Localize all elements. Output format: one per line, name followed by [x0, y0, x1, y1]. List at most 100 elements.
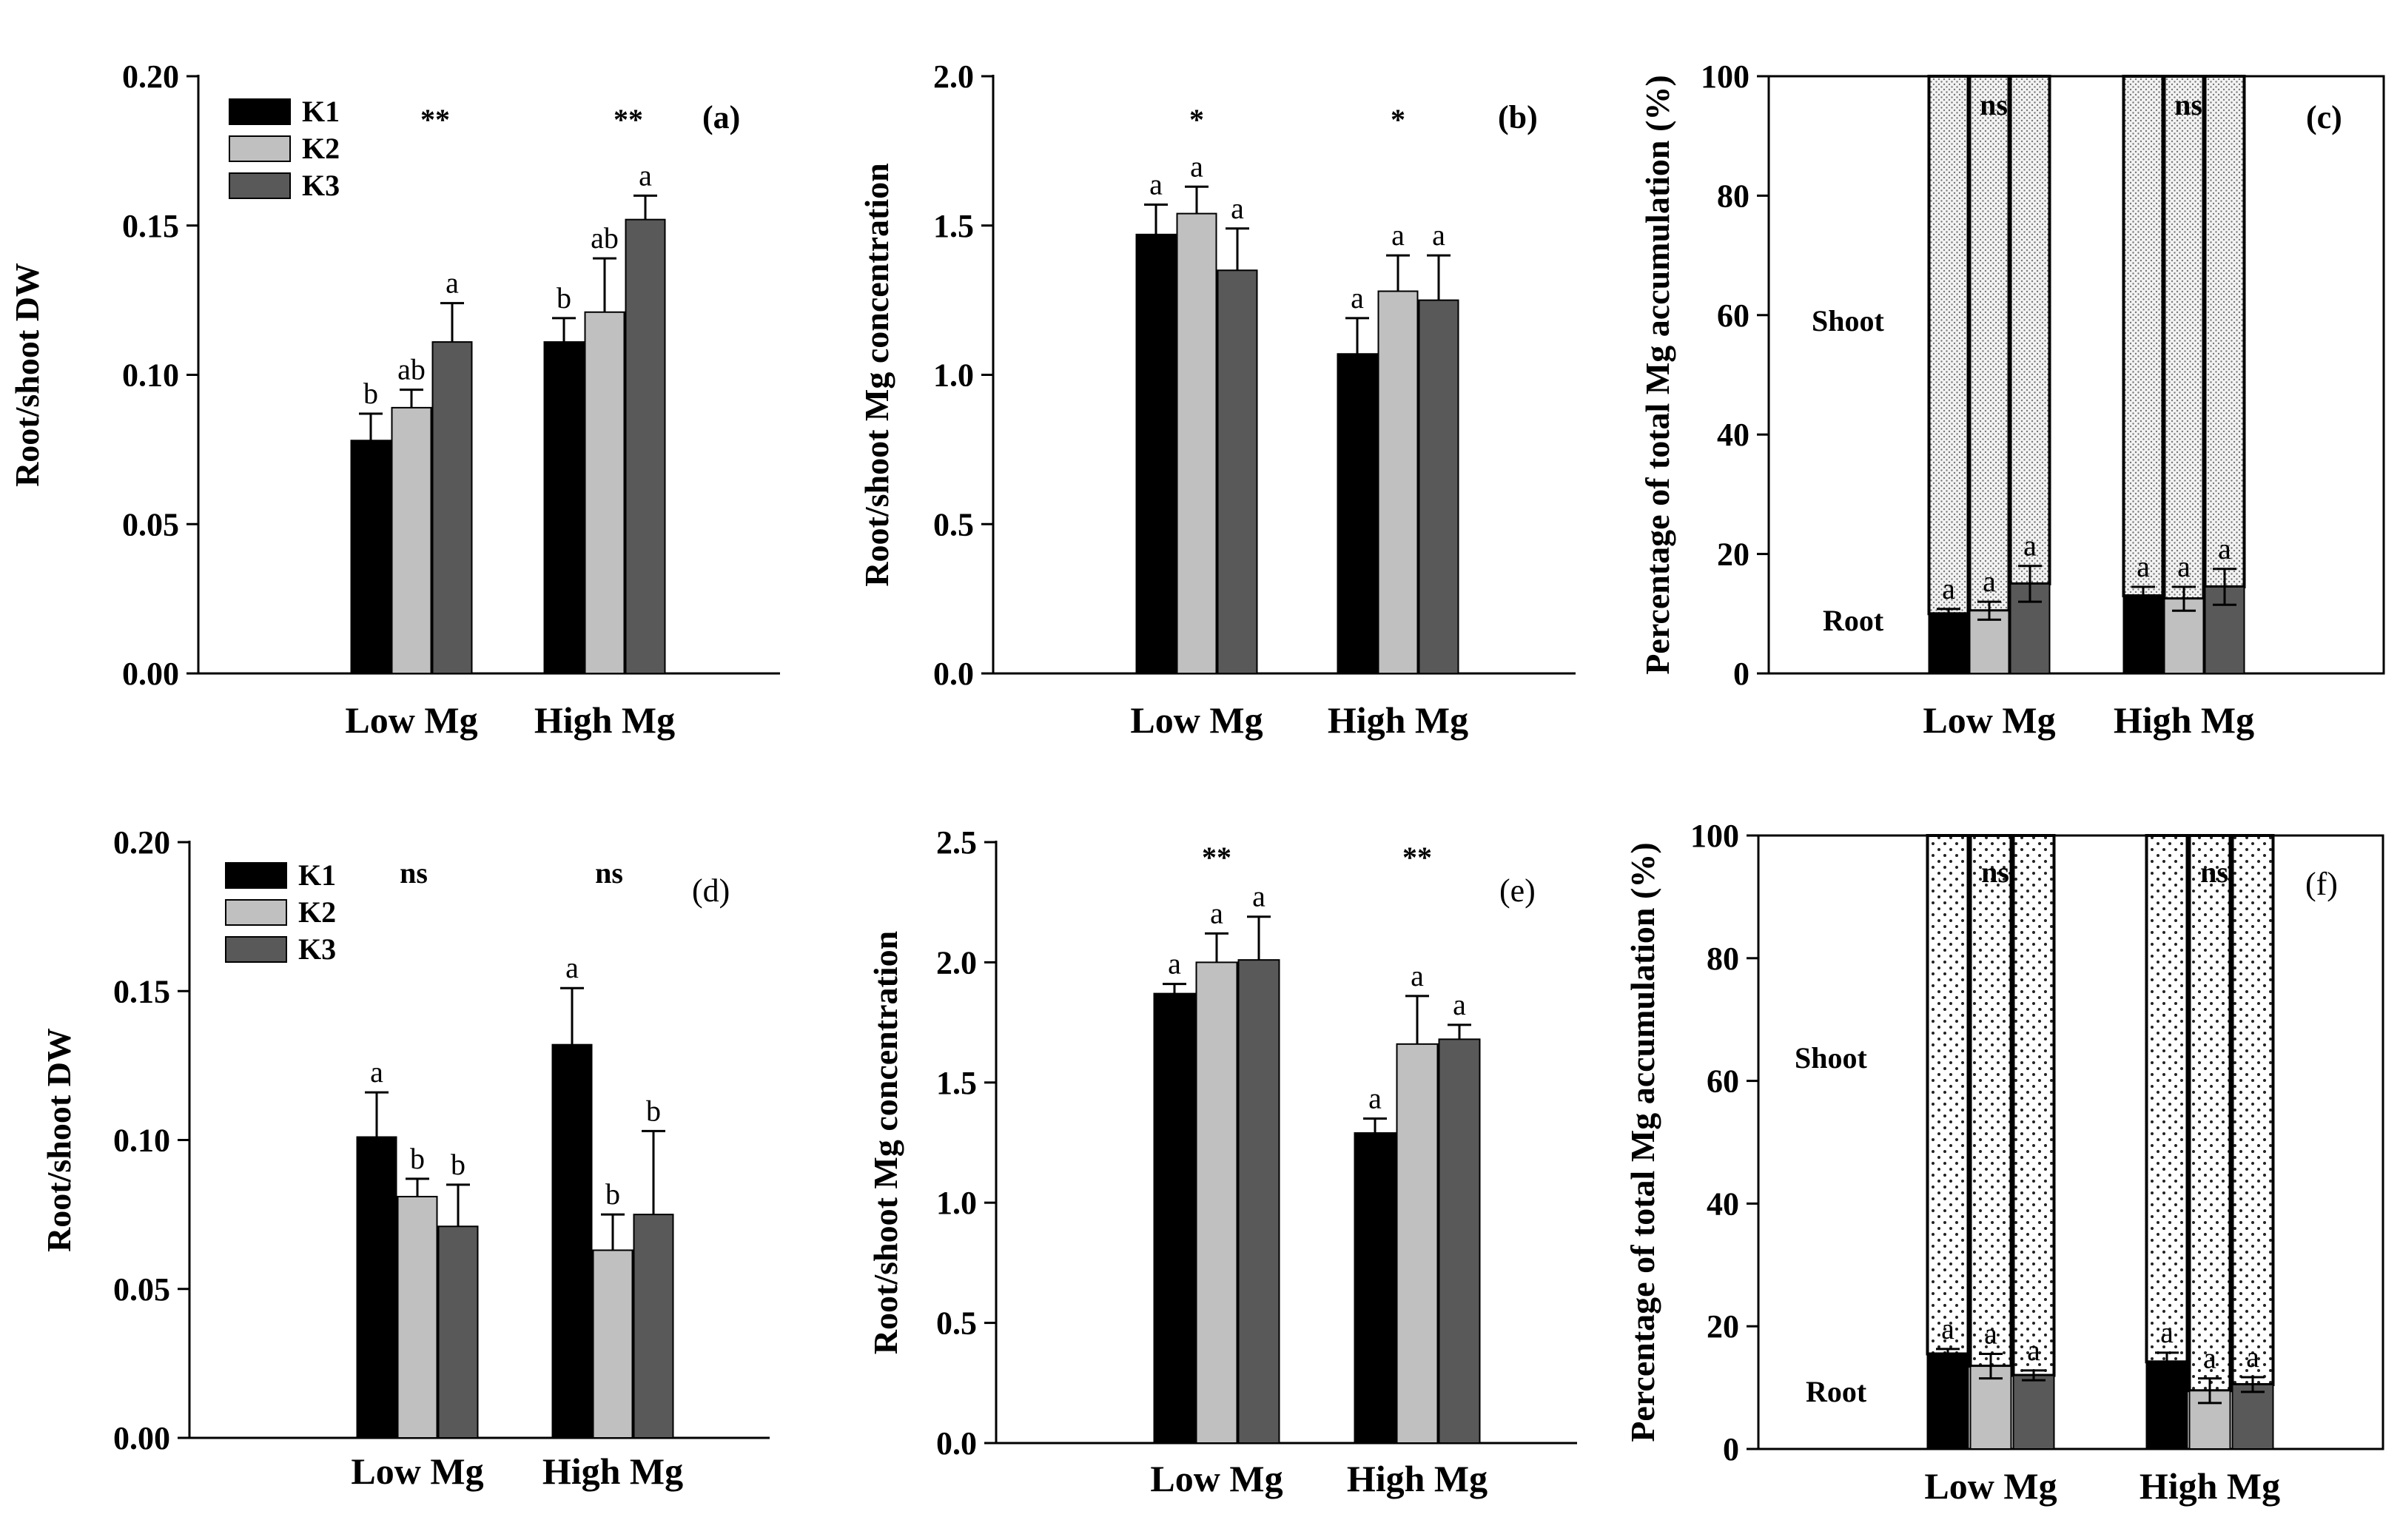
y-tick-label: 0.0 — [936, 1425, 977, 1462]
y-tick-label: 1.0 — [936, 1185, 977, 1221]
shoot-label: Shoot — [1795, 1041, 1867, 1075]
y-tick-label: 40 — [1717, 417, 1749, 453]
root-bar — [633, 1214, 674, 1439]
significance-letter: b — [451, 1148, 465, 1181]
y-tick-label: 0 — [1733, 656, 1749, 692]
root-bar — [431, 341, 473, 674]
shoot-bar — [2203, 75, 2246, 588]
category-label: High Mg — [1328, 699, 1468, 741]
panel-letter: (e) — [1499, 872, 1536, 909]
legend-label: K1 — [298, 858, 336, 892]
group-significance: ns — [1980, 88, 2008, 121]
shoot-label: Shoot — [1812, 304, 1884, 337]
y-tick-label: 0.20 — [122, 58, 179, 95]
plot-frame — [1757, 834, 2384, 1450]
significance-letter: ab — [397, 353, 426, 386]
significance-letter: a — [2160, 1316, 2174, 1349]
significance-letter: a — [1432, 218, 1445, 252]
root-bar — [1438, 1038, 1481, 1445]
significance-letter: a — [1149, 168, 1163, 201]
group-significance: ns — [2174, 88, 2202, 121]
chart-panel: 0 20 40 60 80 100 Percentage of total Mg accum… — [1624, 818, 2384, 1507]
root-bar — [1928, 613, 1969, 674]
legend-label: K1 — [302, 95, 340, 128]
y-tick-label: 0.5 — [933, 506, 974, 542]
significance-letter: a — [1411, 959, 1424, 992]
y-tick-label: 0.00 — [122, 656, 179, 692]
root-bar — [2145, 1361, 2188, 1450]
y-tick-label: 2.5 — [936, 824, 977, 861]
significance-letter: a — [1252, 880, 1265, 913]
group-significance: ** — [420, 103, 450, 136]
group-significance: ns — [595, 856, 623, 890]
y-tick-label: 0.5 — [936, 1305, 977, 1342]
y-axis-title: Root/shoot Mg concentration — [867, 931, 904, 1354]
y-tick-label: 0 — [1723, 1431, 1739, 1467]
significance-letter: b — [557, 281, 571, 315]
root-bar — [391, 406, 432, 674]
panel-letter: (a) — [702, 99, 740, 135]
category-label: Low Mg — [351, 1450, 483, 1492]
significance-letter: ab — [591, 221, 619, 255]
category-label: High Mg — [542, 1450, 683, 1492]
group-significance: ns — [400, 856, 428, 890]
category-label: Low Mg — [345, 699, 477, 741]
y-axis-title: Root/shoot DW — [8, 263, 46, 487]
y-tick-label: 0.20 — [113, 824, 170, 861]
shoot-bar — [1927, 75, 1970, 616]
shoot-bar — [2009, 75, 2051, 585]
shoot-bar — [2011, 834, 2056, 1377]
significance-letter: a — [1210, 896, 1223, 929]
significance-letter: a — [1391, 218, 1405, 252]
significance-letter: a — [565, 951, 579, 984]
root-bar — [1354, 1132, 1396, 1445]
y-tick-label: 0.0 — [933, 656, 974, 692]
legend-label: K2 — [298, 895, 336, 929]
root-bar — [356, 1136, 397, 1439]
y-tick-label: 60 — [1707, 1063, 1739, 1100]
root-label: Root — [1823, 604, 1884, 637]
y-tick-label: 40 — [1707, 1186, 1739, 1222]
panel-letter: (c) — [2306, 99, 2342, 135]
y-tick-label: 100 — [1701, 58, 1749, 95]
root-bar — [1396, 1043, 1439, 1445]
y-axis-title: Percentage of total Mg accumulation (%) — [1638, 75, 1676, 674]
significance-letter: a — [1453, 988, 1466, 1021]
significance-letter: b — [363, 377, 378, 410]
y-tick-label: 0.05 — [113, 1271, 170, 1308]
legend-label: K3 — [302, 169, 340, 202]
shoot-bar — [1969, 834, 2013, 1368]
panel-letter: (f) — [2305, 866, 2338, 902]
y-tick-label: 20 — [1717, 537, 1749, 573]
root-label: Root — [1806, 1375, 1867, 1408]
chart-panel: 0.00 0.05 0.10 0.15 0.20 Root/shoot DW Low Mg H… — [8, 58, 780, 741]
y-axis-title: Root/shoot DW — [40, 1028, 78, 1252]
y-tick-label: 0.10 — [122, 357, 179, 394]
chart-panel: 0 20 40 60 80 100 Percentage of total Mg accum… — [1638, 58, 2385, 741]
significance-letter: a — [446, 266, 459, 300]
shoot-bar — [2145, 834, 2189, 1364]
root-bar — [1217, 269, 1258, 674]
root-bar — [2231, 1383, 2274, 1450]
significance-letter: a — [1984, 1317, 1997, 1351]
root-bar — [1926, 1353, 1969, 1450]
y-tick-label: 20 — [1707, 1308, 1739, 1345]
legend-label: K2 — [302, 132, 340, 165]
y-tick-label: 2.0 — [936, 944, 977, 981]
group-significance: ** — [614, 103, 643, 136]
root-bar — [625, 218, 666, 674]
root-bar — [1153, 992, 1196, 1444]
root-bar — [584, 311, 625, 674]
significance-letter: a — [2246, 1340, 2259, 1373]
root-bar — [1237, 959, 1280, 1444]
y-tick-label: 0.15 — [122, 208, 179, 244]
shoot-bar — [1926, 834, 1970, 1356]
significance-letter: a — [1231, 192, 1244, 225]
chart-panel: 0.0 0.5 1.0 1.5 2.0 Root/shoot Mg concentrati… — [858, 58, 1576, 741]
root-bar — [1418, 299, 1459, 674]
plot-frame — [1767, 75, 2385, 675]
root-bar — [1969, 610, 2010, 675]
chart-panel: 0.0 0.5 1.0 1.5 2.0 2.5 Root/shoot Mg concentr… — [867, 824, 1577, 1499]
root-bar — [350, 440, 391, 675]
